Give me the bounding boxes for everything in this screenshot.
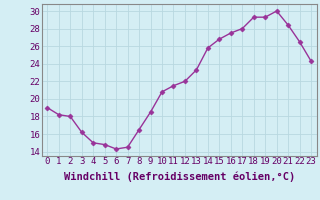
X-axis label: Windchill (Refroidissement éolien,°C): Windchill (Refroidissement éolien,°C) (64, 172, 295, 182)
